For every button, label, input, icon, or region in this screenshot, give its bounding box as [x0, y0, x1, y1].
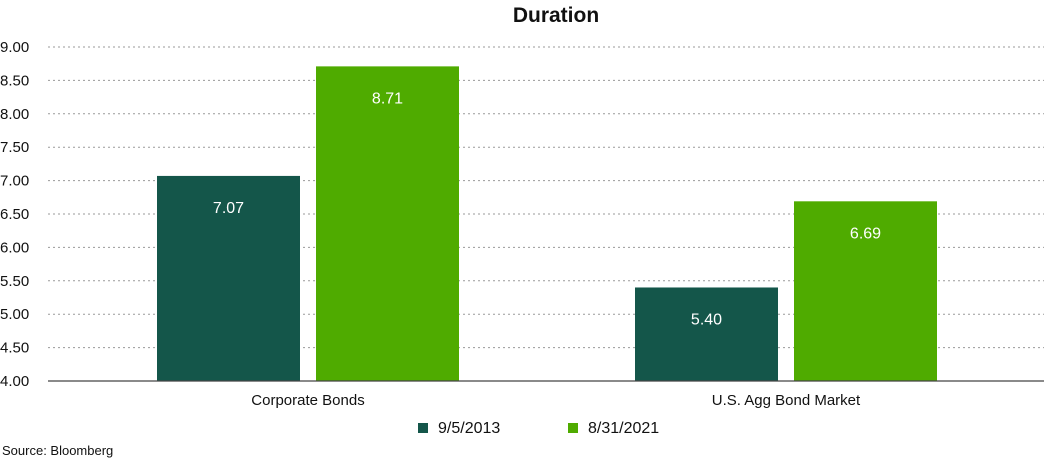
y-tick-label: 4.50 — [0, 340, 29, 357]
legend-label: 9/5/2013 — [438, 420, 500, 437]
legend-swatch — [568, 423, 578, 433]
bar-value-label: 6.69 — [850, 225, 881, 242]
category-labels: Corporate Bonds U.S. Agg Bond Market — [251, 392, 861, 409]
y-tick-label: 8.50 — [0, 72, 29, 89]
category-label: Corporate Bonds — [251, 392, 364, 409]
y-tick-label: 9.00 — [0, 39, 29, 56]
bar-value-label: 5.40 — [691, 311, 722, 328]
bar — [157, 175, 300, 381]
bar — [794, 201, 937, 381]
legend: 9/5/2013 8/31/2021 — [418, 420, 659, 437]
bar — [635, 287, 778, 381]
y-axis-tick-labels: 4.00 4.50 5.00 5.50 6.00 6.50 7.00 7.50 8.00 8.50… — [0, 39, 29, 390]
y-tick-label: 7.50 — [0, 139, 29, 156]
bars: 7.07 8.71 5.40 6.69 — [157, 66, 937, 381]
legend-swatch — [418, 423, 428, 433]
chart-title: Duration — [513, 4, 599, 27]
y-tick-label: 4.00 — [0, 373, 29, 390]
category-label: U.S. Agg Bond Market — [712, 392, 861, 409]
source-note: Source: Bloomberg — [2, 443, 113, 458]
legend-label: 8/31/2021 — [588, 420, 659, 437]
y-tick-label: 7.00 — [0, 173, 29, 190]
y-tick-label: 6.50 — [0, 206, 29, 223]
y-tick-label: 5.00 — [0, 306, 29, 323]
y-tick-label: 8.00 — [0, 106, 29, 123]
y-tick-label: 5.50 — [0, 273, 29, 290]
y-tick-label: 6.00 — [0, 239, 29, 256]
bar-value-label: 8.71 — [372, 90, 403, 107]
bar-value-label: 7.07 — [213, 200, 244, 217]
bar — [316, 66, 459, 381]
